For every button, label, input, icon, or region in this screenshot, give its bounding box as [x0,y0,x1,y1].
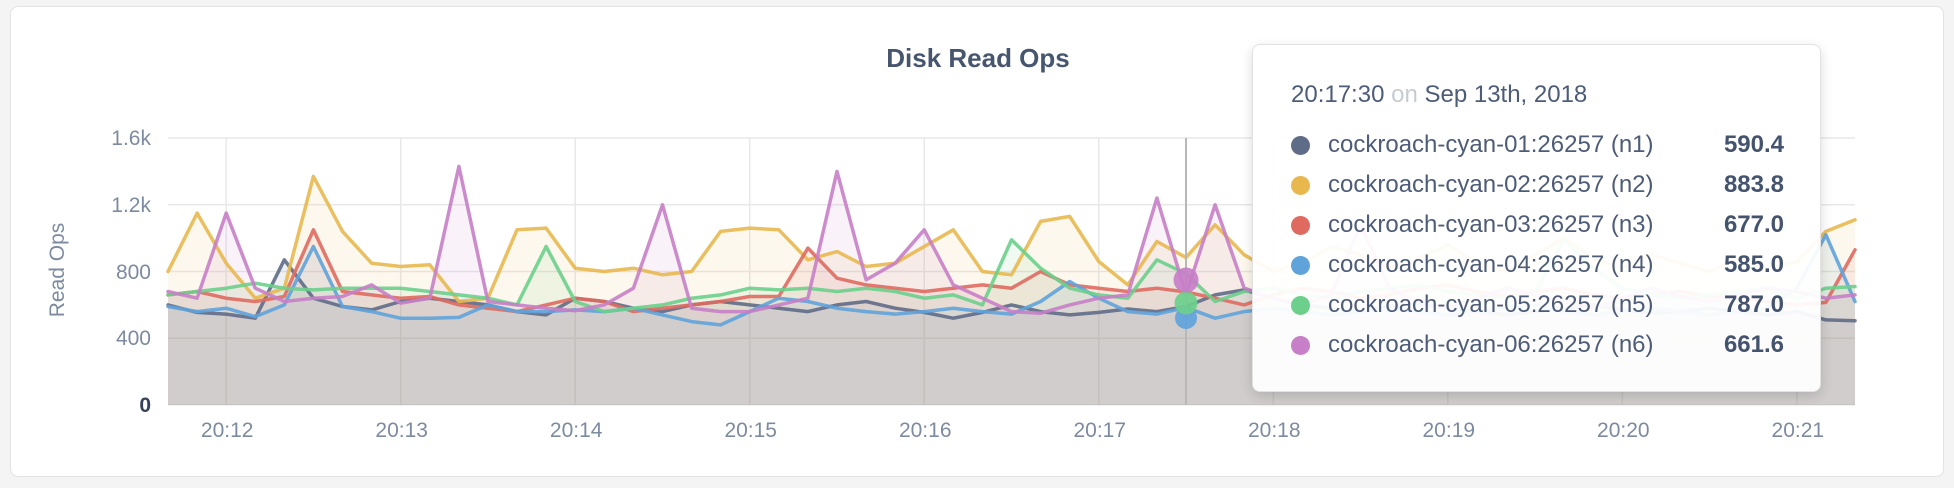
x-tick-label: 20:18 [1247,419,1301,442]
tooltip-series-row: cockroach-cyan-04:26257 (n4) 585.0 [1291,245,1784,285]
y-tick-label: 0 [139,394,151,417]
series-color-dot [1291,215,1310,235]
x-tick-label: 20:17 [1073,419,1127,442]
tooltip-date: Sep 13th, 2018 [1424,81,1588,108]
series-label: cockroach-cyan-03:26257 (n3) [1328,211,1654,238]
tooltip-title: 20:17:30 on Sep 13th, 2018 [1291,81,1784,109]
series-color-dot [1291,335,1310,355]
series-value: 590.4 [1723,131,1784,158]
tooltip-legend: cockroach-cyan-01:26257 (n1) 590.4 cockroa… [1291,125,1784,365]
x-tick-label: 20:15 [724,419,777,442]
series-color-dot [1291,255,1310,275]
x-tick-label: 20:20 [1597,419,1650,442]
tooltip-series-row: cockroach-cyan-01:26257 (n1) 590.4 [1291,125,1784,165]
tooltip-series-row: cockroach-cyan-06:26257 (n6) 661.6 [1291,325,1784,365]
series-label: cockroach-cyan-05:26257 (n5) [1328,291,1654,318]
y-tick-label: 400 [115,327,151,351]
series-value: 787.0 [1723,291,1784,318]
series-value: 661.6 [1723,331,1784,358]
series-label: cockroach-cyan-06:26257 (n6) [1328,331,1654,358]
series-value: 883.8 [1723,171,1784,198]
series-color-dot [1291,175,1310,195]
x-tick-label: 20:14 [549,419,603,442]
series-color-dot [1291,135,1310,155]
series-label: cockroach-cyan-02:26257 (n2) [1328,171,1654,198]
x-tick-label: 20:19 [1422,419,1476,442]
series-color-dot [1291,295,1310,315]
tooltip-time: 20:17:30 [1291,81,1385,108]
hover-dots [1173,267,1199,329]
tooltip-series-row: cockroach-cyan-05:26257 (n5) 787.0 [1291,285,1784,325]
series-value: 585.0 [1723,251,1784,278]
series-label: cockroach-cyan-04:26257 (n4) [1328,251,1654,278]
x-tick-label: 20:13 [375,419,428,442]
tooltip-on-word: on [1391,81,1418,108]
x-tick-label: 20:12 [200,419,254,442]
series-value: 677.0 [1723,211,1784,238]
x-tick-label: 20:21 [1771,419,1825,442]
tooltip-series-row: cockroach-cyan-03:26257 (n3) 677.0 [1291,205,1784,245]
y-tick-label: 800 [115,260,151,284]
chart-tooltip: 20:17:30 on Sep 13th, 2018 cockroach-cya… [1252,44,1821,392]
x-tick-label: 20:16 [898,419,952,442]
y-tick-label: 1.2k [111,193,151,217]
y-tick-label: 1.6k [111,127,151,150]
series-label: cockroach-cyan-01:26257 (n1) [1328,131,1654,158]
tooltip-series-row: cockroach-cyan-02:26257 (n2) 883.8 [1291,165,1784,205]
chart-title: Disk Read Ops [886,43,1070,73]
